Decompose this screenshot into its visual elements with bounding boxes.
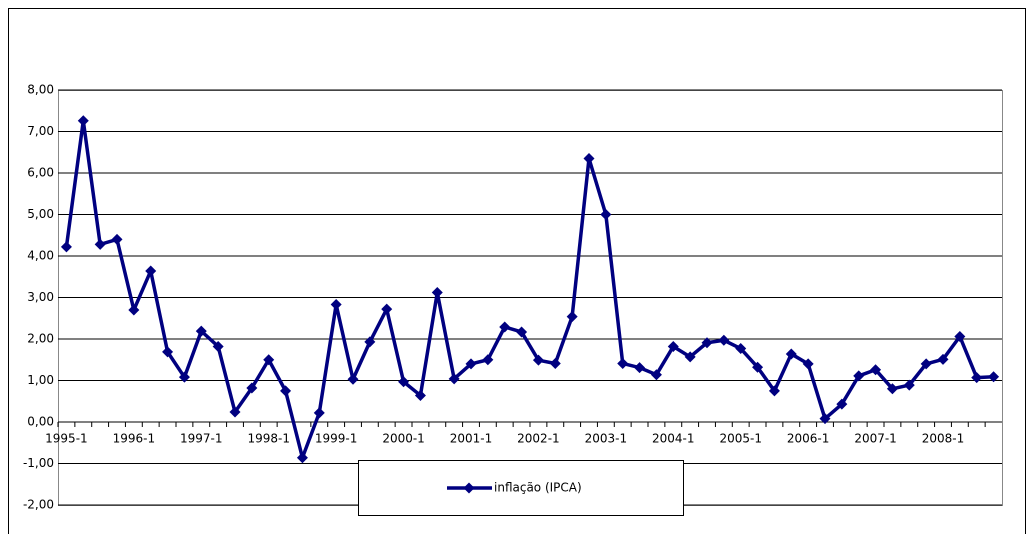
data-point xyxy=(667,340,679,352)
data-point xyxy=(785,348,797,360)
data-point xyxy=(94,238,106,250)
data-point xyxy=(617,357,629,369)
data-point xyxy=(330,299,342,311)
legend-label: inflação (IPCA) xyxy=(494,481,582,495)
y-tick-label: 6,00 xyxy=(27,166,54,180)
data-point xyxy=(128,304,140,316)
data-point xyxy=(414,389,426,401)
data-point xyxy=(971,372,983,384)
data-point xyxy=(802,358,814,370)
x-tick-label: 1996-1 xyxy=(113,432,156,446)
x-tick-label: 1998-1 xyxy=(247,432,290,446)
x-tick-label: 2006-1 xyxy=(787,432,830,446)
data-point xyxy=(516,326,528,338)
data-point xyxy=(381,303,393,315)
data-point xyxy=(212,340,224,352)
data-point xyxy=(246,382,258,394)
x-tick-label: 1999-1 xyxy=(315,432,358,446)
data-point xyxy=(347,373,359,385)
data-point xyxy=(162,346,174,358)
data-point xyxy=(650,369,662,381)
data-point xyxy=(398,376,410,388)
y-tick-label: 7,00 xyxy=(27,124,54,138)
y-tick-label: -2,00 xyxy=(23,498,54,512)
legend: inflação (IPCA) xyxy=(358,460,684,516)
data-point xyxy=(903,379,915,391)
data-point xyxy=(701,337,713,349)
x-tick-label: 2002-1 xyxy=(517,432,560,446)
y-tick-label: -1,00 xyxy=(23,456,54,470)
x-tick-label: 2005-1 xyxy=(719,432,762,446)
data-point xyxy=(499,321,511,333)
data-point xyxy=(870,364,882,376)
data-point xyxy=(819,413,831,425)
data-point xyxy=(988,371,1000,383)
data-point xyxy=(313,407,325,419)
data-point xyxy=(178,371,190,383)
data-point xyxy=(600,209,612,220)
y-tick-label: 1,00 xyxy=(27,373,54,387)
data-point xyxy=(431,287,443,299)
data-point xyxy=(229,406,241,418)
data-point xyxy=(465,358,477,370)
y-tick-label: 2,00 xyxy=(27,332,54,346)
x-tick-label: 2008-1 xyxy=(922,432,965,446)
x-tick-label: 2007-1 xyxy=(854,432,897,446)
data-point xyxy=(768,385,780,397)
data-point xyxy=(549,357,561,369)
data-point xyxy=(296,452,308,464)
legend-marker xyxy=(463,482,475,494)
x-tick-label: 2004-1 xyxy=(652,432,695,446)
data-point xyxy=(954,331,966,343)
data-point xyxy=(482,354,494,366)
data-point xyxy=(364,336,376,348)
x-tick-label: 1995-1 xyxy=(45,432,88,446)
data-point xyxy=(853,370,865,382)
data-point xyxy=(718,334,730,346)
data-point xyxy=(448,373,460,385)
data-point xyxy=(752,361,764,373)
data-point xyxy=(77,115,89,127)
data-point xyxy=(145,265,157,277)
data-point xyxy=(920,358,932,370)
data-point xyxy=(532,354,544,366)
x-tick-label: 2003-1 xyxy=(585,432,628,446)
x-tick-label: 2001-1 xyxy=(450,432,493,446)
y-tick-label: 3,00 xyxy=(27,290,54,304)
y-tick-label: 5,00 xyxy=(27,207,54,221)
data-point xyxy=(111,233,123,245)
y-tick-label: 0,00 xyxy=(27,415,54,429)
data-point xyxy=(886,383,898,395)
y-tick-label: 4,00 xyxy=(27,249,54,263)
data-point xyxy=(937,353,949,365)
x-tick-label: 1997-1 xyxy=(180,432,223,446)
data-point xyxy=(634,362,646,374)
y-tick-label: 8,00 xyxy=(27,83,54,97)
data-point xyxy=(566,311,578,323)
data-point xyxy=(263,354,275,366)
data-point xyxy=(735,343,747,355)
data-point xyxy=(280,385,292,397)
data-point xyxy=(583,152,595,164)
legend-box xyxy=(358,460,684,516)
data-point xyxy=(60,241,72,253)
data-point xyxy=(684,351,696,363)
data-point xyxy=(836,398,848,410)
data-point xyxy=(195,325,207,337)
x-tick-label: 2000-1 xyxy=(382,432,425,446)
